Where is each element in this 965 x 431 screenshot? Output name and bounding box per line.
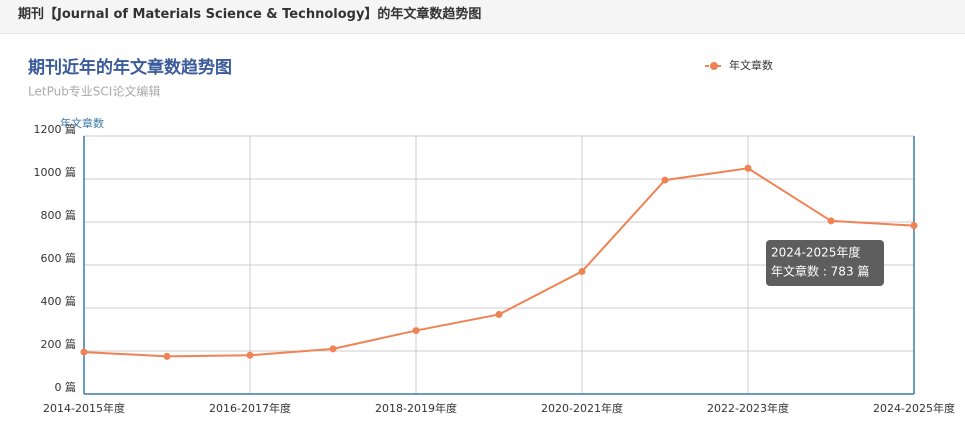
data-point	[329, 345, 337, 353]
tooltip-label: 年文章数 : 783 篇	[771, 264, 869, 279]
y-tick-label: 200 篇	[41, 337, 77, 351]
y-tick-label: 400 篇	[41, 294, 77, 308]
data-point	[661, 176, 669, 184]
chart-title: 期刊近年的年文章数趋势图	[28, 57, 232, 78]
x-tick-label: 2014-2015年度	[43, 401, 125, 415]
data-point	[578, 267, 586, 275]
data-point	[246, 351, 254, 359]
data-point	[495, 310, 503, 318]
legend-marker	[710, 62, 718, 70]
y-tick-label: 800 篇	[41, 208, 77, 222]
tooltip-box	[766, 240, 884, 286]
chart-subtitle: LetPub专业SCI论文编辑	[28, 84, 160, 99]
x-tick-label: 2022-2023年度	[707, 401, 789, 415]
x-tick-label: 2018-2019年度	[375, 401, 457, 415]
header-title: 期刊【Journal of Materials Science & Techno…	[0, 0, 965, 34]
data-point	[80, 348, 88, 356]
y-tick-label: 0 篇	[55, 380, 77, 394]
y-tick-label: 1200 篇	[34, 122, 77, 136]
x-tick-label: 2016-2017年度	[209, 401, 291, 415]
y-axis-label: 年文章数	[60, 116, 104, 130]
data-point	[910, 222, 918, 230]
data-point	[163, 352, 171, 360]
x-tick-label: 2020-2021年度	[541, 401, 623, 415]
y-tick-label: 1000 篇	[34, 165, 77, 179]
data-point	[412, 327, 420, 335]
x-tick-label: 2024-2025年度	[873, 401, 955, 415]
legend-label: 年文章数	[729, 58, 773, 72]
data-point	[744, 164, 752, 172]
y-tick-label: 600 篇	[41, 251, 77, 265]
tooltip-title: 2024-2025年度	[771, 245, 860, 260]
data-point	[827, 217, 835, 225]
